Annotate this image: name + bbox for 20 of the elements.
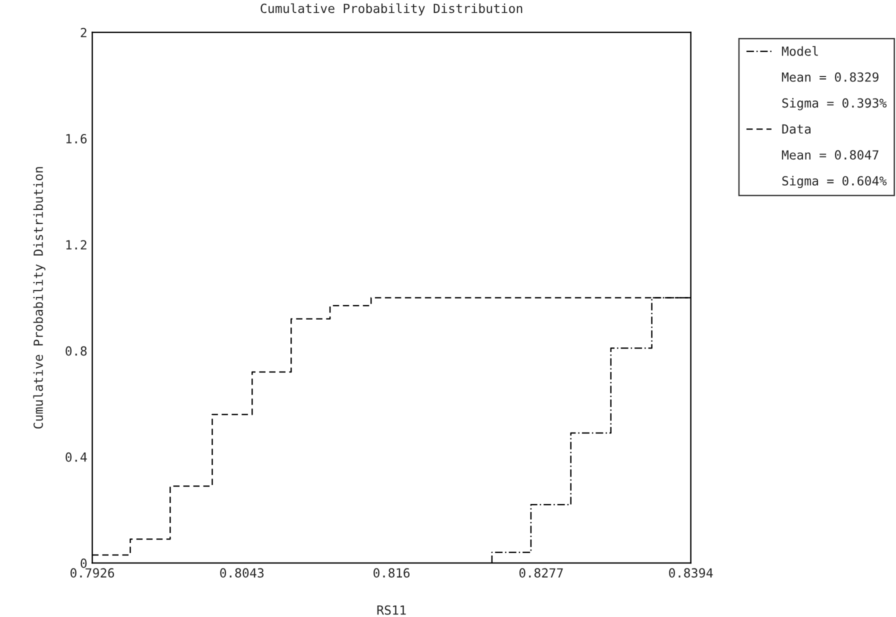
y-tick-label: 0: [80, 558, 87, 568]
x-tick-label: 0.816: [374, 568, 410, 578]
y-tick-label: 1.6: [66, 134, 87, 144]
x-axis-title: RS11: [377, 605, 406, 615]
y-tick-label: 2: [80, 28, 86, 38]
text: Mean = 0.8329: [782, 72, 878, 82]
x-tick-label: 0.7926: [70, 568, 114, 578]
chart-title: Cumulative Probability Distribution: [260, 3, 522, 16]
y-tick-label: 1.2: [66, 240, 86, 250]
legend-label: Model: [782, 46, 818, 56]
x-tick-label: 0.8043: [220, 568, 264, 578]
y-tick-label: 0.8: [66, 346, 87, 356]
text: Mean = 0.8047: [782, 150, 878, 160]
legend-label: Data: [782, 124, 811, 134]
x-tick-label: 0.8394: [669, 568, 713, 578]
y-axis-title: Cumulative Probability Distribution: [33, 167, 46, 429]
x-tick-label: 0.8277: [519, 568, 563, 578]
text: Sigma = 0.393%: [782, 98, 887, 110]
y-tick-label: 0.4: [66, 452, 87, 462]
text: Sigma = 0.604%: [782, 176, 887, 188]
